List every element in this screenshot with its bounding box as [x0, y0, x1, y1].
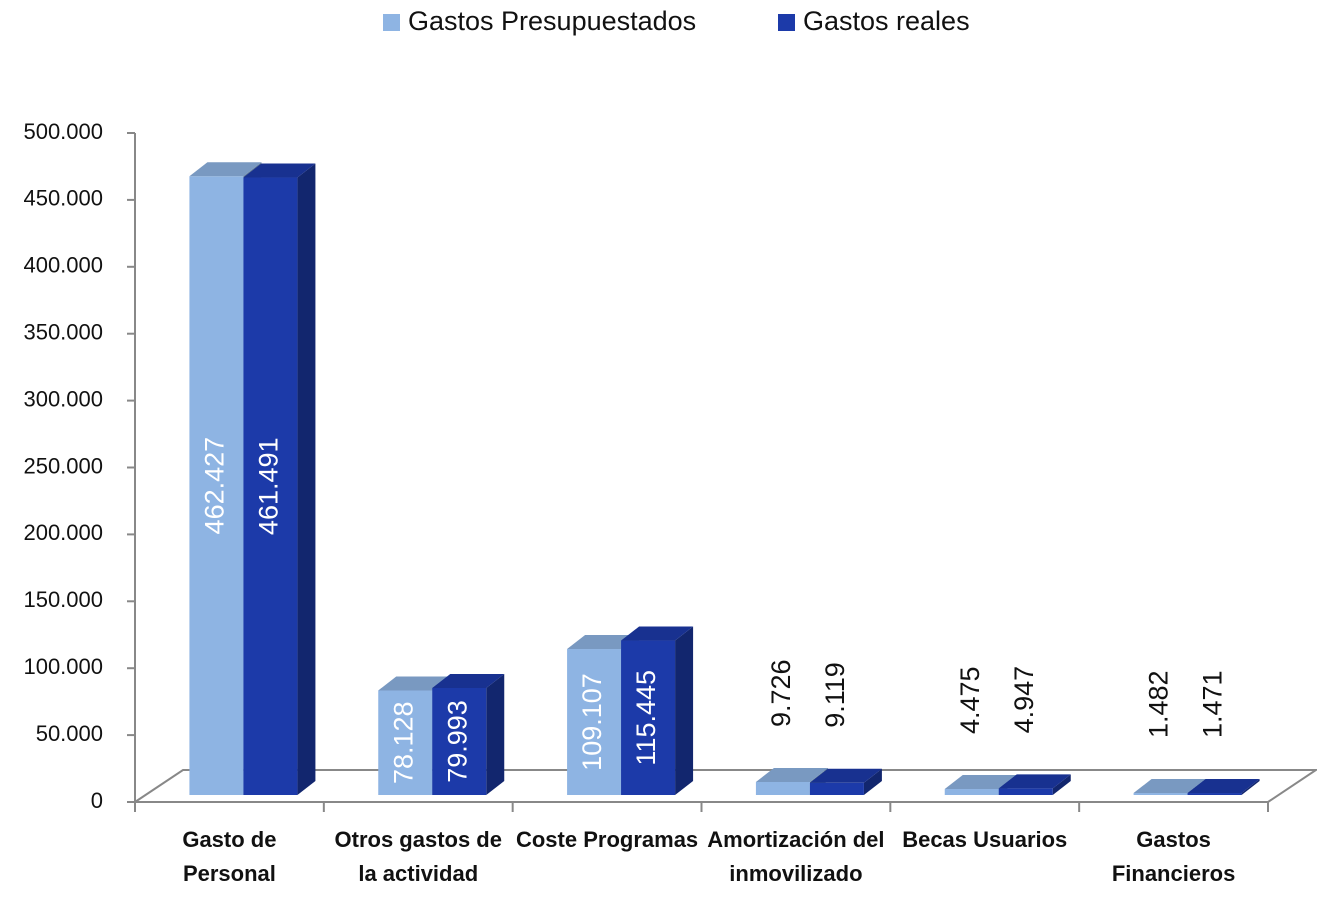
- bar-side: [1241, 779, 1260, 795]
- bar: [998, 788, 1053, 795]
- x-tick-label: Becas Usuarios: [902, 827, 1068, 852]
- y-tick-label: 350.000: [23, 320, 103, 345]
- data-label: 4.475: [955, 666, 985, 734]
- bar: [189, 176, 244, 795]
- legend-swatch: [778, 14, 795, 31]
- data-label: 9.726: [766, 659, 796, 727]
- data-label: 79.993: [442, 700, 472, 783]
- bar: [621, 640, 676, 795]
- bar-top: [378, 676, 451, 691]
- bar-top: [432, 673, 505, 688]
- data-label: 4.947: [1009, 666, 1039, 734]
- bar: [1187, 793, 1242, 795]
- bar-top: [243, 163, 316, 178]
- y-tick-label: 0: [91, 788, 103, 813]
- legend-label: Gastos Presupuestados: [408, 6, 696, 36]
- bar-top: [998, 774, 1071, 789]
- bar-side: [297, 163, 316, 796]
- data-label: 9.119: [820, 662, 850, 728]
- bar: [755, 781, 810, 795]
- x-tick-label: Coste Programas: [515, 827, 699, 852]
- x-tick-label: Amortización del inmovilizado: [707, 827, 885, 886]
- bar-top: [755, 767, 828, 782]
- bar-top: [1133, 779, 1206, 794]
- legend-swatch: [383, 14, 400, 31]
- bar: [1133, 793, 1188, 795]
- y-tick-label: 400.000: [23, 253, 103, 278]
- y-tick-label: 450.000: [23, 186, 103, 211]
- bar-top: [189, 162, 262, 177]
- data-label: 1.471: [1198, 670, 1228, 738]
- bar-top: [944, 775, 1017, 790]
- bar: [432, 687, 487, 795]
- bar: [944, 789, 999, 795]
- bar: [243, 177, 298, 796]
- y-tick-label: 200.000: [23, 520, 103, 545]
- bar-side: [863, 768, 882, 795]
- data-label: 1.482: [1144, 670, 1174, 738]
- data-label: 115.445: [631, 670, 661, 766]
- y-tick-label: 500.000: [23, 119, 103, 144]
- legend-label: Gastos reales: [803, 6, 970, 36]
- x-tick-label: Gasto de Personal: [182, 827, 277, 886]
- x-tick-label: Otros gastos de la actividad: [334, 827, 502, 886]
- y-tick-label: 300.000: [23, 386, 103, 411]
- bar: [567, 649, 622, 795]
- data-label: 78.128: [388, 701, 418, 784]
- data-label: 109.107: [577, 673, 607, 771]
- y-tick-label: 50.000: [36, 721, 103, 746]
- y-tick-label: 150.000: [23, 587, 103, 612]
- bar-top: [1187, 779, 1260, 794]
- x-tick-label: Gastos Financieros: [1111, 827, 1236, 886]
- bar-side: [675, 626, 694, 795]
- bar-side: [486, 673, 505, 795]
- bar-side: [1052, 774, 1071, 795]
- bar: [378, 690, 433, 795]
- bar-top: [809, 768, 882, 783]
- data-label: 462.427: [200, 437, 230, 535]
- data-label: 461.491: [254, 437, 284, 535]
- bar-top: [621, 626, 694, 641]
- bar: [809, 782, 864, 795]
- y-tick-label: 100.000: [23, 654, 103, 679]
- y-tick-label: 250.000: [23, 453, 103, 478]
